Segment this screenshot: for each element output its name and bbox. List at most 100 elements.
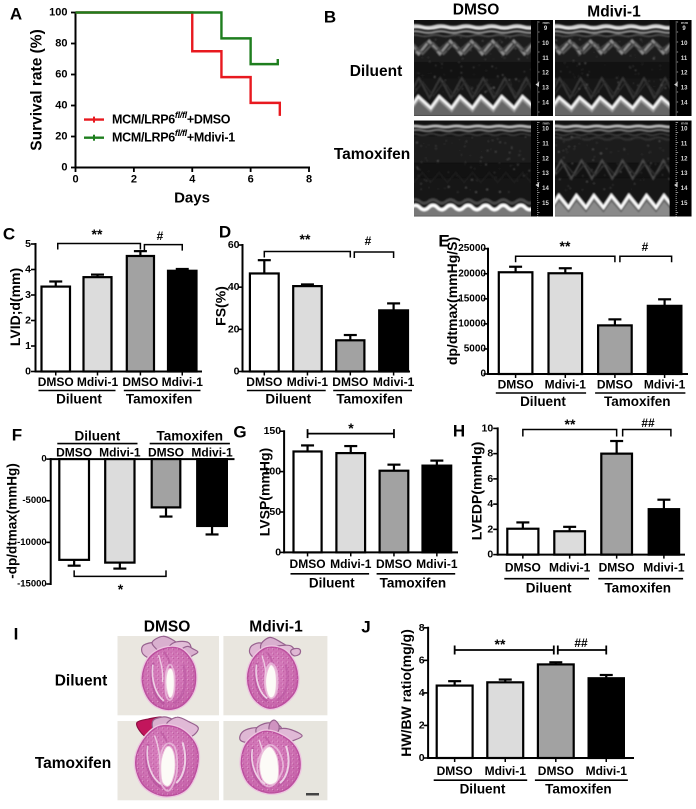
- svg-text:0: 0: [41, 454, 46, 465]
- svg-text:**: **: [565, 416, 576, 432]
- svg-text:14: 14: [542, 186, 549, 192]
- svg-text:*: *: [348, 420, 354, 436]
- svg-text:10: 10: [681, 41, 688, 47]
- svg-text:MCM/LRP6fl/fl+Mdivi-1: MCM/LRP6fl/fl+Mdivi-1: [112, 128, 235, 145]
- svg-text:mm: mm: [542, 20, 550, 25]
- svg-text:20: 20: [55, 131, 67, 143]
- svg-text:4: 4: [189, 174, 196, 186]
- svg-text:**: **: [560, 238, 571, 254]
- svg-text:Mdivi-1: Mdivi-1: [485, 764, 527, 778]
- svg-text:5000: 5000: [464, 343, 487, 354]
- svg-text:Diluent: Diluent: [526, 580, 572, 595]
- svg-text:Mdivi-1: Mdivi-1: [644, 378, 686, 392]
- svg-text:DMSO: DMSO: [290, 557, 326, 571]
- svg-text:HW/BW ratio(mg/g): HW/BW ratio(mg/g): [398, 629, 414, 757]
- svg-text:mm: mm: [681, 20, 689, 25]
- svg-text:6: 6: [248, 174, 254, 186]
- svg-text:Tamoxifen: Tamoxifen: [604, 580, 671, 595]
- svg-text:Mdivi-1: Mdivi-1: [587, 4, 641, 21]
- svg-text:DMSO: DMSO: [538, 764, 574, 778]
- svg-text:25000: 25000: [458, 243, 486, 254]
- svg-text:J: J: [361, 618, 370, 637]
- svg-text:6: 6: [419, 654, 425, 666]
- svg-text:Mdivi-1: Mdivi-1: [373, 375, 415, 389]
- svg-text:Mdivi-1: Mdivi-1: [330, 557, 372, 571]
- svg-text:Mdivi-1: Mdivi-1: [191, 445, 233, 459]
- svg-text:12: 12: [681, 71, 688, 77]
- svg-text:DMSO: DMSO: [498, 378, 534, 392]
- svg-text:DMSO: DMSO: [505, 561, 541, 575]
- svg-text:DMSO: DMSO: [122, 375, 158, 389]
- svg-text:Mdivi-1: Mdivi-1: [77, 375, 119, 389]
- svg-text:14: 14: [542, 101, 549, 107]
- svg-text:Diluent: Diluent: [520, 394, 566, 409]
- svg-text:Mdivi-1: Mdivi-1: [162, 375, 204, 389]
- svg-text:13: 13: [681, 86, 688, 92]
- svg-text:Diluent: Diluent: [309, 576, 355, 591]
- svg-text:40: 40: [228, 281, 240, 293]
- svg-text:Tamoxifen: Tamoxifen: [380, 576, 447, 591]
- svg-text:4: 4: [25, 264, 31, 276]
- svg-text:5: 5: [25, 238, 31, 250]
- svg-text:2: 2: [487, 523, 493, 535]
- svg-text:10: 10: [542, 127, 549, 133]
- svg-text:1: 1: [25, 340, 31, 352]
- svg-text:40: 40: [55, 100, 67, 112]
- svg-text:100: 100: [49, 7, 67, 19]
- svg-text:-15000: -15000: [17, 579, 47, 590]
- svg-text:60: 60: [228, 239, 240, 251]
- svg-text:0: 0: [275, 546, 281, 558]
- svg-text:13: 13: [681, 171, 688, 177]
- svg-text:DMSO: DMSO: [376, 557, 412, 571]
- svg-text:##: ##: [641, 416, 655, 430]
- svg-text:60: 60: [55, 69, 67, 81]
- svg-text:mm: mm: [681, 121, 689, 126]
- svg-text:-10000: -10000: [17, 537, 47, 548]
- svg-text:LVSP(mmHg): LVSP(mmHg): [257, 448, 273, 536]
- svg-text:-5000: -5000: [22, 495, 46, 506]
- svg-text:2: 2: [25, 315, 31, 327]
- svg-text:3: 3: [25, 289, 31, 301]
- svg-text:14: 14: [681, 101, 688, 107]
- svg-text:12: 12: [542, 156, 549, 162]
- svg-text:11: 11: [542, 141, 549, 147]
- svg-text:DMSO: DMSO: [148, 445, 184, 459]
- svg-text:G: G: [233, 423, 246, 442]
- svg-text:Tamoxifen: Tamoxifen: [334, 146, 410, 163]
- svg-text:Mdivi-1: Mdivi-1: [549, 561, 591, 575]
- svg-text:dp/dtmax(mmHg/S): dp/dtmax(mmHg/S): [444, 237, 460, 365]
- svg-text:FS(%): FS(%): [213, 286, 229, 326]
- svg-text:Mdivi-1: Mdivi-1: [545, 378, 587, 392]
- svg-text:DMSO: DMSO: [453, 2, 500, 19]
- svg-text:50: 50: [269, 506, 281, 518]
- svg-text:100: 100: [264, 466, 282, 478]
- svg-text:F: F: [12, 426, 22, 445]
- svg-text:12: 12: [681, 156, 688, 162]
- svg-text:**: **: [300, 231, 311, 247]
- svg-text:14: 14: [681, 186, 688, 192]
- svg-text:Survival rate (%): Survival rate (%): [29, 29, 46, 150]
- svg-text:8: 8: [487, 448, 493, 460]
- svg-text:11: 11: [681, 141, 688, 147]
- svg-text:Mdivi-1: Mdivi-1: [643, 561, 685, 575]
- svg-text:Tamoxifen: Tamoxifen: [157, 429, 224, 444]
- svg-text:20000: 20000: [458, 268, 486, 279]
- svg-text:15: 15: [681, 201, 688, 207]
- svg-text:10000: 10000: [458, 318, 486, 329]
- svg-text:LVID;d(mm): LVID;d(mm): [7, 268, 23, 346]
- svg-text:0: 0: [234, 366, 240, 378]
- svg-text:Diluent: Diluent: [75, 429, 121, 444]
- svg-text:*: *: [118, 581, 124, 597]
- svg-text:DMSO: DMSO: [332, 375, 368, 389]
- svg-text:#: #: [365, 234, 372, 248]
- svg-text:DMSO: DMSO: [246, 375, 282, 389]
- svg-text:Diluent: Diluent: [55, 673, 108, 690]
- svg-text:150: 150: [264, 425, 282, 437]
- svg-text:C: C: [3, 225, 15, 244]
- svg-text:DMSO: DMSO: [144, 619, 191, 636]
- svg-text:-dp/dtmax(mmHg): -dp/dtmax(mmHg): [5, 463, 20, 579]
- svg-text:H: H: [453, 422, 465, 441]
- svg-text:11: 11: [542, 56, 549, 62]
- svg-text:0: 0: [419, 752, 425, 764]
- svg-text:Days: Days: [174, 190, 210, 207]
